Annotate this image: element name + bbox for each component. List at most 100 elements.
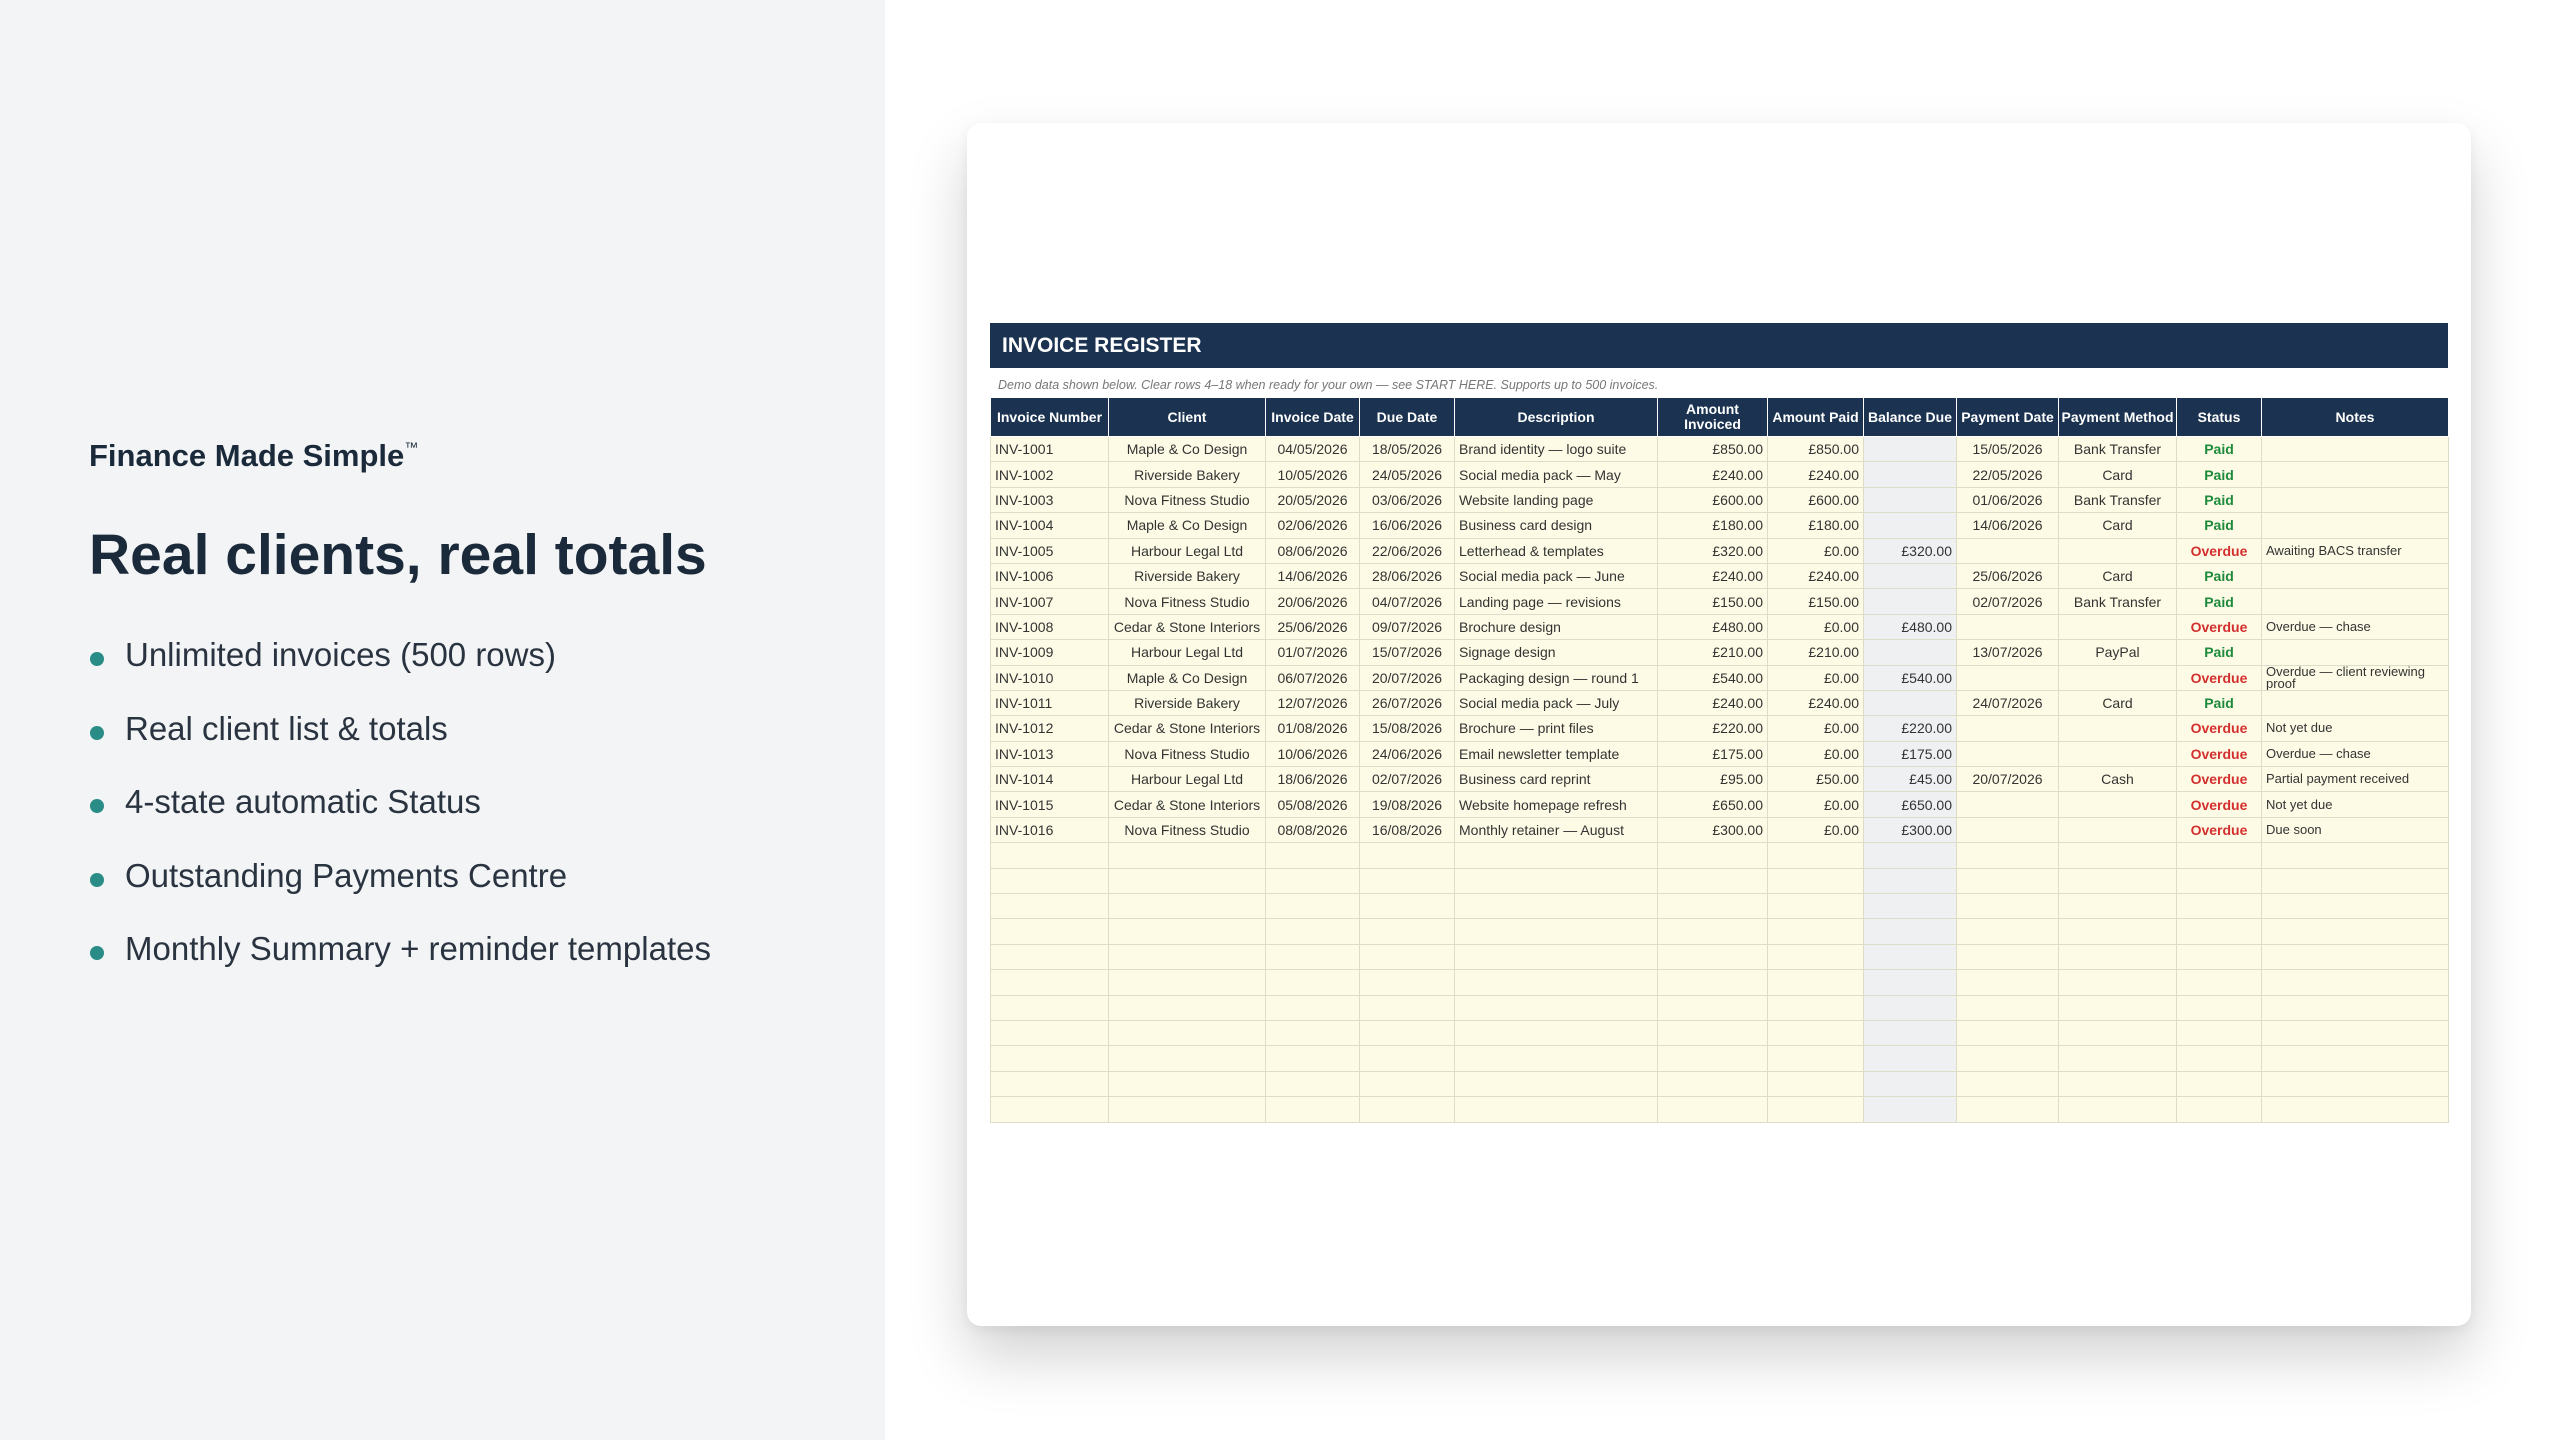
cell: INV-1008 [990,613,1109,641]
cell: INV-1005 [990,537,1109,564]
empty-row [990,969,2449,996]
cell [2261,689,2449,717]
empty-row [990,893,2449,920]
cell: Social media pack — July [1454,689,1658,717]
empty-cell [1108,893,1266,920]
empty-cell [1454,1096,1658,1123]
empty-row [990,943,2449,971]
cell: Riverside Bakery [1108,461,1266,488]
cell [1956,816,2059,844]
empty-cell [2261,969,2449,996]
cell: Signage design [1454,639,1658,666]
empty-cell [990,867,1109,895]
sheet-note: Demo data shown below. Clear rows 4–18 w… [998,378,1659,392]
empty-cell [1767,969,1864,996]
empty-cell [1359,1045,1455,1072]
cell: £240.00 [1657,562,1768,590]
cell: Nova Fitness Studio [1108,588,1266,615]
cell: INV-1015 [990,791,1109,818]
empty-cell [1863,969,1957,996]
cell [2261,639,2449,666]
empty-cell [2261,918,2449,945]
cell [2058,613,2177,641]
cell: 20/05/2026 [1265,486,1360,514]
cell: £175.00 [1657,740,1768,768]
empty-cell [1359,1019,1455,1047]
empty-cell [2176,842,2262,869]
cell: £650.00 [1657,791,1768,818]
empty-cell [2261,893,2449,920]
cell: Maple & Co Design [1108,435,1266,463]
cell [1956,791,2059,818]
cell [1956,664,2059,691]
empty-cell [1657,943,1768,971]
empty-cell [1359,893,1455,920]
cell [2058,537,2177,564]
cell: 03/06/2026 [1359,486,1455,514]
cell: 18/06/2026 [1265,766,1360,793]
cell: 13/07/2026 [1956,639,2059,666]
cell: 14/06/2026 [1956,512,2059,539]
invoice-row: INV-1012 Cedar & Stone Interiors 01/08/202… [990,715,2449,742]
cell: 20/07/2026 [1956,766,2059,793]
cell: £210.00 [1767,639,1864,666]
cell: 15/05/2026 [1956,435,2059,463]
empty-cell [2176,969,2262,996]
invoice-row: INV-1009 Harbour Legal Ltd 01/07/2026 15/07… [990,639,2449,666]
empty-cell [1454,842,1658,869]
invoice-row: INV-1014 Harbour Legal Ltd 18/06/2026 02/07… [990,766,2449,793]
empty-cell [1657,969,1768,996]
cell: £50.00 [1767,766,1864,793]
empty-cell [1454,969,1658,996]
cell: 04/07/2026 [1359,588,1455,615]
empty-cell [1767,918,1864,945]
empty-cell [1657,1096,1768,1123]
cell: INV-1014 [990,766,1109,793]
cell: 22/05/2026 [1956,461,2059,488]
cell: £0.00 [1767,816,1864,844]
empty-cell [1863,1019,1957,1047]
status-cell: Paid [2176,512,2262,539]
cell: 25/06/2026 [1956,562,2059,590]
cell: Harbour Legal Ltd [1108,766,1266,793]
cell: £850.00 [1657,435,1768,463]
cell [2058,816,2177,844]
cell: £850.00 [1767,435,1864,463]
cell: Overdue — chase [2261,613,2449,641]
empty-cell [1657,893,1768,920]
empty-cell [1108,842,1266,869]
cell: 02/07/2026 [1956,588,2059,615]
cell: 14/06/2026 [1265,562,1360,590]
cell [1863,435,1957,463]
cell: £0.00 [1767,791,1864,818]
cell: 09/07/2026 [1359,613,1455,641]
brand: Finance Made Simple™ [89,438,418,474]
cell: INV-1003 [990,486,1109,514]
empty-cell [2176,1096,2262,1123]
cell: 16/06/2026 [1359,512,1455,539]
column-header: Balance Due [1863,397,1957,437]
cell: Maple & Co Design [1108,512,1266,539]
empty-row [990,1019,2449,1047]
column-header: Payment Date [1956,397,2059,437]
cell [1956,715,2059,742]
cell: Website homepage refresh [1454,791,1658,818]
cell [1956,740,2059,768]
empty-cell [2261,1096,2449,1123]
cell [1863,639,1957,666]
empty-cell [2176,918,2262,945]
cell: Nova Fitness Studio [1108,740,1266,768]
empty-cell [1265,1045,1360,1072]
invoice-row: INV-1003 Nova Fitness Studio 20/05/2026 03/… [990,486,2449,514]
invoice-row: INV-1013 Nova Fitness Studio 10/06/2026 24/… [990,740,2449,768]
invoice-row: INV-1001 Maple & Co Design 04/05/2026 18/05… [990,435,2449,463]
cell: £240.00 [1657,689,1768,717]
cell [1956,537,2059,564]
cell [1863,461,1957,488]
status-cell: Paid [2176,588,2262,615]
cell: INV-1013 [990,740,1109,768]
cell: INV-1007 [990,588,1109,615]
cell: £175.00 [1863,740,1957,768]
empty-cell [1108,1045,1266,1072]
invoice-row: INV-1006 Riverside Bakery 14/06/2026 28/06/… [990,562,2449,590]
